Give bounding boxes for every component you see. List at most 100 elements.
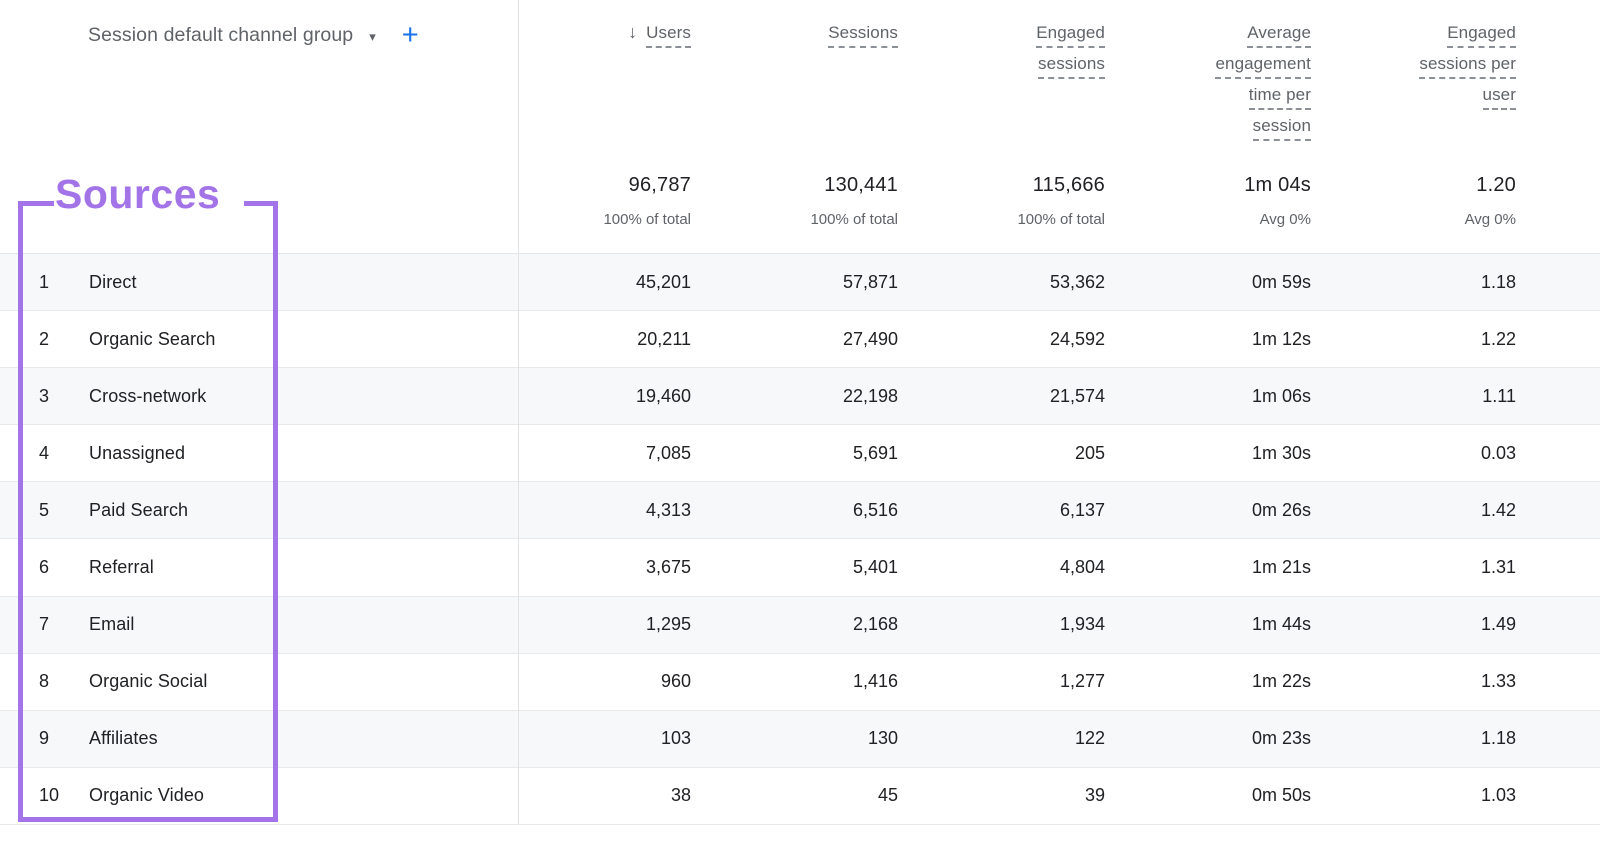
column-header-sessions[interactable]: Sessions 130,441 100% of total [691, 0, 898, 253]
column-header-engaged-sessions-per-user[interactable]: Engaged sessions per user 1.20 Avg 0% [1311, 0, 1516, 253]
column-header-label: Sessions [828, 22, 898, 48]
total-subtitle: 100% of total [1017, 211, 1105, 228]
row-index: 2 [39, 328, 50, 349]
column-header-users[interactable]: ↓ Users 96,787 100% of total [518, 0, 691, 253]
row-index: 8 [39, 671, 50, 692]
channel-name: Organic Search [89, 328, 216, 349]
engaged-sessions-value: 53,362 [1049, 271, 1105, 292]
engaged-sessions-per-user-value: 1.18 [1480, 728, 1516, 749]
engaged-sessions-value: 6,137 [1059, 499, 1105, 520]
column-header-label: Engaged [1447, 22, 1516, 48]
users-value: 103 [660, 728, 691, 749]
dimension-dropdown[interactable]: Session default channel group ▾ [88, 22, 376, 48]
sessions-value: 45 [877, 785, 898, 806]
column-header-label: time per [1248, 84, 1311, 110]
column-header-lines: ↓ Users [518, 22, 691, 53]
column-totals: 1m 04s Avg 0% [1244, 174, 1311, 228]
column-totals: 96,787 100% of total [603, 174, 691, 228]
engaged-sessions-value: 4,804 [1059, 557, 1105, 578]
table-row: 9 Affiliates 103 130 122 0m 23s 1.18 [0, 710, 1600, 768]
sources-annotation-line-right [244, 201, 278, 206]
table-row: 4 Unassigned 7,085 5,691 205 1m 30s 0.03 [0, 425, 1600, 483]
dimension-cell: 8 Organic Social [0, 671, 518, 692]
column-header-label: engagement [1215, 53, 1311, 79]
average-engagement-time-per-session-value: 1m 21s [1251, 557, 1311, 578]
total-value: 1.20 [1476, 174, 1516, 196]
table-row: 2 Organic Search 20,211 27,490 24,592 1m 12s 1… [0, 311, 1600, 369]
sessions-value: 27,490 [842, 328, 898, 349]
channel-name: Organic Social [89, 671, 208, 692]
channel-name: Unassigned [89, 442, 186, 463]
row-index: 5 [39, 499, 50, 520]
channel-name: Paid Search [89, 499, 189, 520]
engaged-sessions-per-user-value: 1.03 [1480, 785, 1516, 806]
column-header-lines: Engaged sessions per user [1311, 22, 1516, 115]
column-header-label: Users [646, 22, 691, 48]
row-index: 4 [39, 442, 50, 463]
column-header-engaged-sessions[interactable]: Engaged sessions 115,666 100% of total [898, 0, 1105, 253]
sources-annotation-line-left [18, 201, 54, 206]
row-index: 3 [39, 385, 50, 406]
average-engagement-time-per-session-value: 1m 30s [1251, 442, 1311, 463]
dimension-cell: 2 Organic Search [0, 329, 518, 350]
channel-name: Cross-network [89, 385, 207, 406]
column-divider [518, 0, 519, 825]
sources-annotation-label: Sources [55, 171, 221, 217]
sessions-value: 5,691 [852, 442, 898, 463]
engaged-sessions-per-user-value: 1.33 [1480, 671, 1516, 692]
engaged-sessions-per-user-value: 1.22 [1480, 328, 1516, 349]
engaged-sessions-value: 1,934 [1059, 614, 1105, 635]
add-dimension-button[interactable]: + [401, 19, 419, 51]
engaged-sessions-value: 24,592 [1049, 328, 1105, 349]
table-row: 6 Referral 3,675 5,401 4,804 1m 21s 1.31 [0, 539, 1600, 597]
row-index: 6 [39, 557, 50, 578]
engaged-sessions-per-user-value: 1.42 [1480, 499, 1516, 520]
engaged-sessions-value: 39 [1084, 785, 1105, 806]
row-index: 9 [39, 728, 50, 749]
column-header-label: session [1252, 115, 1311, 141]
dimension-cell: 9 Affiliates [0, 728, 518, 749]
users-value: 4,313 [645, 499, 691, 520]
column-header-average-engagement-time-per-session[interactable]: Average engagement time per session 1m 04s Av… [1105, 0, 1311, 253]
channel-name: Affiliates [89, 728, 158, 749]
dimension-cell: 4 Unassigned [0, 443, 518, 464]
column-header-lines: Engaged sessions [898, 22, 1105, 84]
engaged-sessions-value: 205 [1074, 442, 1105, 463]
total-value: 130,441 [824, 174, 898, 196]
dimension-cell: 1 Direct [0, 272, 518, 293]
sort-descending-arrow-icon: ↓ [628, 22, 638, 42]
average-engagement-time-per-session-value: 0m 23s [1251, 728, 1311, 749]
sessions-value: 6,516 [852, 499, 898, 520]
engaged-sessions-per-user-value: 1.31 [1480, 557, 1516, 578]
users-value: 960 [660, 671, 691, 692]
sessions-value: 1,416 [852, 671, 898, 692]
column-header-lines: Sessions [691, 22, 898, 53]
column-totals: 1.20 Avg 0% [1465, 174, 1516, 228]
users-value: 45,201 [635, 271, 691, 292]
engaged-sessions-value: 21,574 [1049, 385, 1105, 406]
engaged-sessions-per-user-value: 1.11 [1482, 385, 1516, 406]
sessions-value: 5,401 [852, 557, 898, 578]
engaged-sessions-value: 122 [1074, 728, 1105, 749]
channel-name: Organic Video [89, 785, 205, 806]
total-subtitle: 100% of total [603, 211, 691, 228]
table-row: 3 Cross-network 19,460 22,198 21,574 1m 06s 1.… [0, 368, 1600, 426]
dimension-cell: 5 Paid Search [0, 500, 518, 521]
engaged-sessions-per-user-value: 1.18 [1480, 271, 1516, 292]
average-engagement-time-per-session-value: 1m 22s [1251, 671, 1311, 692]
dimension-header-cell: Session default channel group ▾ + [0, 0, 518, 253]
sessions-value: 22,198 [842, 385, 898, 406]
channel-name: Email [89, 614, 135, 635]
total-value: 96,787 [628, 174, 691, 196]
average-engagement-time-per-session-value: 0m 26s [1251, 499, 1311, 520]
plus-icon: + [401, 19, 419, 51]
total-subtitle: Avg 0% [1464, 211, 1516, 228]
chevron-down-icon: ▾ [369, 28, 376, 44]
dimension-dropdown-label: Session default channel group [88, 24, 354, 46]
users-value: 19,460 [635, 385, 691, 406]
average-engagement-time-per-session-value: 1m 44s [1251, 614, 1311, 635]
total-subtitle: 100% of total [810, 211, 898, 228]
engaged-sessions-per-user-value: 1.49 [1480, 614, 1516, 635]
row-index: 7 [39, 614, 50, 635]
